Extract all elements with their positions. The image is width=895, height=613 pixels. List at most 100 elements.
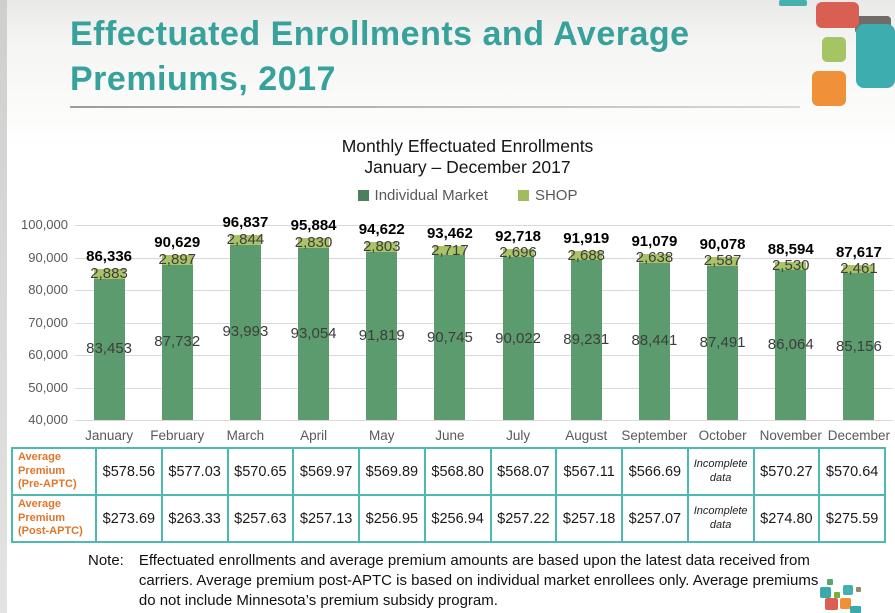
bar-label-individual-november: 86,064 <box>767 336 814 354</box>
bar-label-total-march: 96,837 <box>222 214 269 232</box>
bar-individual-august <box>570 259 602 420</box>
bar-label-individual-august: 89,231 <box>563 330 610 348</box>
premium-cell-august: $567.11 <box>555 447 623 496</box>
y-axis-tick-90000: 90,000 <box>28 249 68 265</box>
row-header: Average Premium (Post-APTC) <box>11 494 97 543</box>
premium-cell-march: $570.65 <box>226 447 295 496</box>
bar-label-total-october: 90,078 <box>699 236 746 254</box>
bar-label-total-june: 93,462 <box>426 225 473 243</box>
logo-square-green <box>827 579 833 585</box>
premium-cell-march: $257.63 <box>226 494 295 543</box>
bar-label-total-august: 91,919 <box>563 230 610 248</box>
bar-label-total-april: 95,884 <box>290 217 337 235</box>
bar-individual-february <box>161 264 193 420</box>
bar-label-individual-april: 93,054 <box>290 324 337 342</box>
row-header: Average Premium (Pre-APTC) <box>11 447 97 496</box>
premium-cell-february: $577.03 <box>160 447 229 496</box>
gridline-100000 <box>75 225 893 226</box>
premium-cell-december: $275.59 <box>818 494 886 543</box>
bar-label-shop-december: 2,461 <box>840 260 878 278</box>
bar-label-shop-november: 2,530 <box>771 257 810 275</box>
premium-cell-may: $256.95 <box>358 494 426 543</box>
x-axis-label-august: August <box>565 428 608 443</box>
bar-label-shop-july: 2,696 <box>499 244 537 262</box>
gridline-80000 <box>75 290 893 291</box>
bar-shop-november <box>775 262 807 271</box>
x-axis-label-january: January <box>85 428 134 443</box>
bar-label-total-january: 86,336 <box>86 248 133 266</box>
y-axis-tick-60000: 60,000 <box>28 347 68 362</box>
legend-label-shop: SHOP <box>534 187 578 204</box>
bar-shop-september <box>638 253 670 263</box>
x-axis-label-april: April <box>300 428 328 443</box>
deco-orange-square <box>812 71 846 106</box>
premium-cell-september: $566.69 <box>621 447 689 496</box>
note-label: Note: <box>88 552 124 569</box>
slide-title: Effectuated Enrollments and Average Prem… <box>70 12 690 102</box>
legend-swatch-shop-icon <box>517 190 529 201</box>
bar-label-individual-february: 87,732 <box>154 333 201 351</box>
premium-cell-may: $569.89 <box>358 447 426 496</box>
bar-label-shop-april: 2,830 <box>294 233 333 251</box>
note-text: Effectuated enrollments and average prem… <box>138 552 819 609</box>
chart-subtitle: January – December 2017 <box>364 157 571 177</box>
bar-label-shop-september: 2,638 <box>635 249 674 267</box>
premium-cell-november: $274.80 <box>752 494 821 543</box>
bar-shop-february <box>161 255 193 265</box>
y-axis-tick-70000: 70,000 <box>28 314 68 330</box>
title-divider <box>70 106 800 108</box>
left-edge-strip <box>0 0 7 613</box>
bar-shop-march <box>229 235 261 245</box>
bar-individual-october <box>707 265 739 420</box>
bar-label-shop-may: 2,803 <box>362 238 401 256</box>
premium-table-row-post-aptc: Average Premium (Post-APTC) $273.69 $263.3… <box>11 494 886 543</box>
logo-square-teal-bottom <box>850 606 861 613</box>
bar-label-shop-october: 2,587 <box>703 252 742 270</box>
premium-cell-august: $257.18 <box>555 494 623 543</box>
legend-item-individual-market: Individual Market <box>357 187 488 204</box>
logo-square-red <box>825 598 838 610</box>
x-axis-label-february: February <box>150 428 205 443</box>
bar-label-individual-july: 90,022 <box>495 329 542 347</box>
premium-cell-december: $570.64 <box>818 447 886 496</box>
bar-label-individual-may: 91,819 <box>358 326 405 344</box>
premium-cell-january: $578.56 <box>95 447 163 496</box>
premium-table-row-pre-aptc: Average Premium (Pre-APTC) $578.56 $577.03… <box>11 447 886 496</box>
bar-label-individual-december: 85,156 <box>835 337 882 355</box>
premium-cell-april: $257.13 <box>292 494 360 543</box>
bar-label-shop-june: 2,717 <box>431 241 469 259</box>
deco-teal-sliver <box>779 0 807 6</box>
premium-cell-june: $256.94 <box>423 494 492 543</box>
bar-individual-january <box>93 278 125 420</box>
logo-square-orange <box>840 598 851 609</box>
logo-square-olive-dot <box>856 587 861 592</box>
slide-title-line1: Effectuated Enrollments and Average <box>70 15 690 53</box>
bar-shop-june <box>434 246 466 256</box>
y-axis-tick-100000: 100,000 <box>21 217 68 232</box>
slide-title-line2: Premiums, 2017 <box>70 60 336 98</box>
bar-label-total-december: 87,617 <box>835 244 882 262</box>
bar-shop-august <box>570 251 602 260</box>
bar-label-shop-january: 2,883 <box>90 265 128 283</box>
premium-cell-october: Incomplete data <box>686 447 755 496</box>
bar-individual-september <box>638 262 670 420</box>
legend-label-individual-market: Individual Market <box>374 187 488 204</box>
premium-cell-june: $568.80 <box>423 447 492 496</box>
bar-label-individual-october: 87,491 <box>699 333 746 351</box>
gridline-90000 <box>75 257 893 259</box>
x-axis-label-july: July <box>506 428 531 443</box>
premium-cell-january: $273.69 <box>95 494 163 543</box>
chart-legend: Individual Market SHOP <box>40 187 895 204</box>
bar-label-individual-september: 88,441 <box>631 332 678 350</box>
x-axis-label-october: October <box>698 428 747 443</box>
bar-shop-april <box>298 238 330 248</box>
legend-item-shop: SHOP <box>517 187 578 204</box>
chart-title: Monthly Effectuated Enrollments <box>341 136 594 156</box>
bar-shop-may <box>366 242 398 252</box>
bar-shop-july <box>502 248 534 258</box>
bar-label-shop-march: 2,844 <box>226 230 265 248</box>
premium-cell-april: $569.97 <box>292 447 360 496</box>
premium-cell-october: Incomplete data <box>686 494 755 543</box>
